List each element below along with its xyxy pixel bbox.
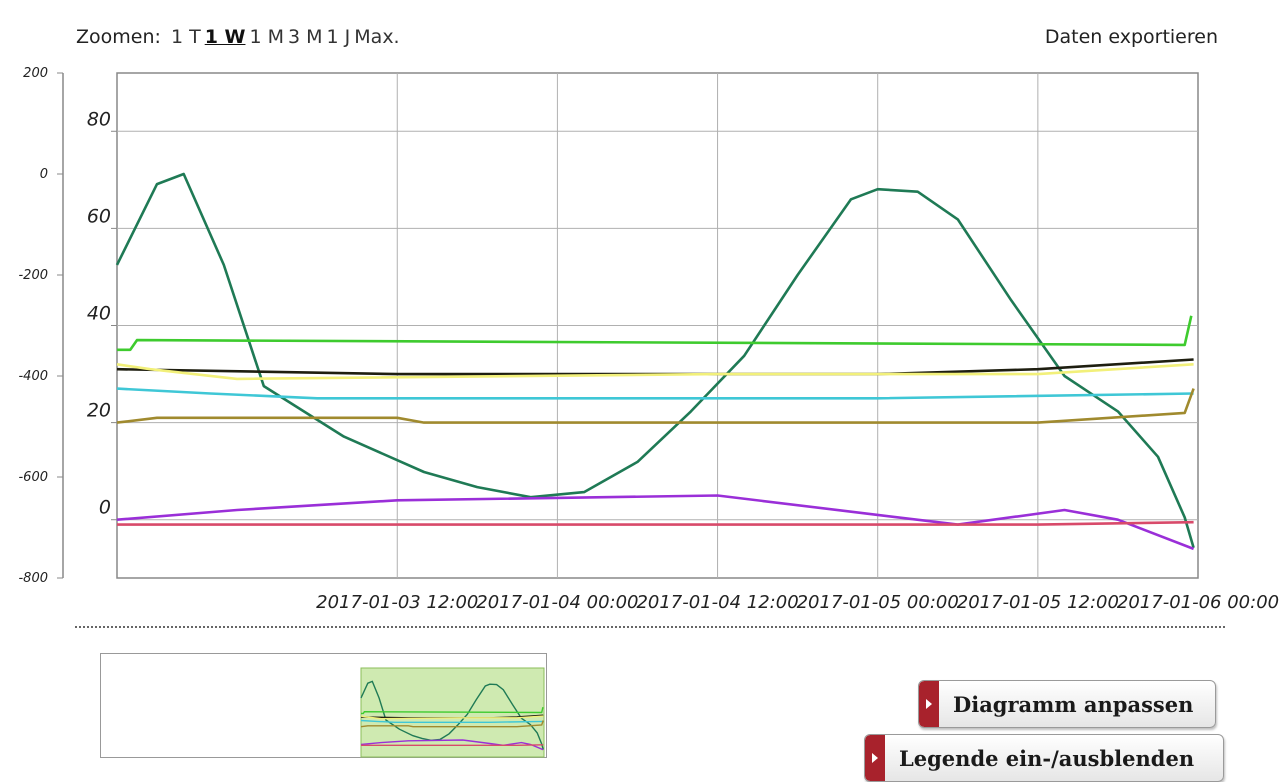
- y-tick-label: 20: [87, 400, 111, 422]
- range-navigator[interactable]: [100, 653, 548, 759]
- adjust-chart-button[interactable]: Diagramm anpassen: [918, 680, 1216, 728]
- zoom-option[interactable]: 3 M: [288, 26, 323, 48]
- y-tick-label: 80: [87, 108, 111, 130]
- series-line: [115, 172, 1195, 549]
- y-tick-label: 0: [40, 167, 48, 182]
- navigator-series: [360, 719, 544, 724]
- divider: [75, 626, 1225, 628]
- adjust-chart-label: Diagramm anpassen: [953, 691, 1194, 717]
- export-data-link[interactable]: Daten exportieren: [1044, 26, 1218, 48]
- toggle-legend-button[interactable]: Legende ein-/ausblenden: [864, 734, 1224, 782]
- chevron-right-icon: [919, 681, 939, 727]
- y-tick-label: -400: [18, 369, 48, 384]
- zoom-label: Zoomen:: [76, 26, 161, 48]
- series-line: [117, 520, 1194, 526]
- navigator-series: [361, 744, 544, 747]
- series-line: [116, 363, 1194, 381]
- x-tick-label: 2017-01-04 12:00: [636, 592, 798, 613]
- zoom-option[interactable]: 1 W: [204, 26, 246, 48]
- zoom-option[interactable]: Max.: [354, 26, 400, 48]
- series-line: [116, 387, 1194, 400]
- x-tick-label: 2017-01-05 00:00: [797, 592, 959, 613]
- navigator-series: [360, 739, 544, 751]
- navigator-series: [360, 720, 544, 728]
- series-line: [116, 494, 1195, 551]
- chevron-right-icon: [865, 735, 885, 781]
- navigator-series: [360, 680, 544, 750]
- x-tick-label: 2017-01-03 12:00: [316, 592, 478, 613]
- x-tick-label: 2017-01-04 00:00: [476, 592, 638, 613]
- series-line: [116, 388, 1195, 424]
- zoom-option[interactable]: 1 M: [249, 26, 285, 48]
- x-tick-label: 2017-01-05 12:00: [957, 592, 1119, 613]
- y-tick-label: -200: [18, 268, 48, 283]
- y-tick-label: -800: [18, 571, 48, 586]
- y-tick-label: 200: [23, 66, 48, 81]
- y-tick-label: 60: [87, 205, 111, 227]
- navigator-series: [361, 707, 544, 715]
- series-line: [117, 315, 1193, 352]
- toggle-legend-label: Legende ein-/ausblenden: [899, 745, 1195, 771]
- y-tick-label: -600: [18, 470, 48, 485]
- y-tick-label: 40: [87, 303, 111, 325]
- zoom-option[interactable]: 1 J: [326, 26, 351, 48]
- navigator-series: [360, 715, 544, 720]
- zoom-option[interactable]: 1 T: [170, 26, 201, 48]
- x-tick-label: 2017-01-06 00:00: [1117, 592, 1279, 613]
- y-tick-label: 0: [99, 497, 111, 519]
